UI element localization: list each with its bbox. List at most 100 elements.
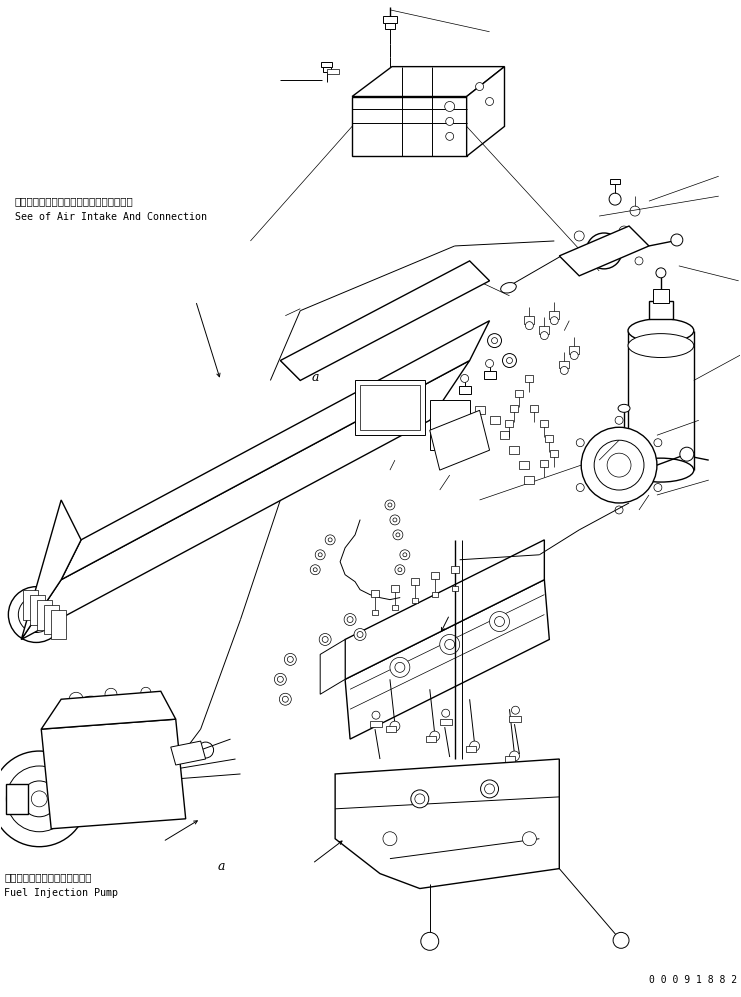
Circle shape: [390, 657, 410, 677]
Circle shape: [418, 296, 428, 306]
Polygon shape: [41, 719, 186, 829]
Bar: [516, 391, 523, 398]
Circle shape: [613, 932, 629, 948]
Polygon shape: [430, 411, 490, 471]
Bar: [465, 746, 476, 752]
Circle shape: [393, 529, 403, 539]
Bar: [328, 69, 339, 74]
Circle shape: [446, 118, 453, 126]
Bar: [452, 585, 458, 590]
Ellipse shape: [501, 282, 516, 293]
Circle shape: [490, 611, 510, 631]
Bar: [51, 609, 66, 639]
Circle shape: [485, 360, 494, 368]
Polygon shape: [21, 499, 81, 639]
Polygon shape: [345, 539, 545, 679]
Circle shape: [609, 193, 621, 205]
Circle shape: [21, 781, 57, 817]
Circle shape: [510, 751, 519, 761]
Circle shape: [654, 484, 662, 492]
Text: 0 0 0 9 1 8 8 2: 0 0 0 9 1 8 8 2: [648, 975, 737, 985]
Circle shape: [383, 831, 397, 845]
Circle shape: [430, 731, 439, 741]
Circle shape: [105, 688, 117, 700]
Polygon shape: [21, 361, 470, 639]
Circle shape: [599, 246, 609, 256]
Circle shape: [560, 367, 568, 375]
Circle shape: [375, 398, 395, 418]
Circle shape: [313, 567, 317, 571]
Circle shape: [635, 257, 643, 265]
Text: a: a: [311, 371, 319, 384]
Circle shape: [274, 673, 286, 685]
Circle shape: [540, 332, 548, 340]
Bar: [383, 16, 397, 23]
Circle shape: [285, 653, 296, 665]
Circle shape: [398, 567, 402, 571]
Circle shape: [507, 358, 513, 364]
Ellipse shape: [308, 438, 325, 448]
Circle shape: [395, 564, 405, 574]
Circle shape: [654, 439, 662, 447]
Circle shape: [576, 439, 584, 447]
Polygon shape: [352, 67, 505, 97]
Circle shape: [481, 780, 499, 798]
Polygon shape: [559, 226, 649, 276]
Circle shape: [461, 375, 468, 383]
Circle shape: [411, 790, 429, 808]
Bar: [355, 381, 425, 436]
Circle shape: [446, 133, 453, 141]
Bar: [610, 179, 620, 184]
Bar: [430, 401, 470, 451]
Circle shape: [485, 784, 494, 794]
Bar: [649, 301, 673, 319]
Circle shape: [357, 631, 363, 637]
Circle shape: [344, 613, 356, 625]
Circle shape: [485, 98, 494, 106]
Circle shape: [445, 102, 455, 112]
Circle shape: [415, 794, 425, 804]
Circle shape: [119, 697, 143, 721]
Bar: [545, 436, 554, 443]
Polygon shape: [352, 97, 467, 157]
Circle shape: [0, 751, 87, 846]
Polygon shape: [280, 261, 490, 381]
Circle shape: [525, 322, 534, 330]
Text: Fuel Injection Pump: Fuel Injection Pump: [4, 887, 119, 898]
Circle shape: [607, 454, 631, 478]
Ellipse shape: [628, 459, 694, 483]
Circle shape: [581, 428, 657, 502]
Bar: [505, 756, 516, 762]
Bar: [411, 577, 419, 584]
Bar: [559, 361, 569, 369]
Bar: [426, 736, 436, 742]
Bar: [370, 721, 382, 727]
Bar: [510, 716, 522, 722]
Circle shape: [671, 234, 682, 246]
Bar: [23, 589, 39, 619]
Circle shape: [494, 616, 505, 626]
Bar: [484, 372, 496, 380]
Ellipse shape: [359, 411, 376, 421]
Ellipse shape: [257, 466, 273, 476]
Bar: [531, 406, 539, 413]
Circle shape: [354, 628, 366, 640]
Circle shape: [277, 676, 283, 682]
Circle shape: [476, 83, 484, 91]
Circle shape: [619, 226, 629, 236]
Circle shape: [462, 426, 473, 436]
Ellipse shape: [156, 519, 171, 529]
Bar: [525, 477, 534, 485]
Bar: [431, 571, 439, 578]
Text: フェルインジェクションポンプ: フェルインジェクションポンプ: [4, 872, 92, 882]
Bar: [7, 784, 28, 814]
Circle shape: [551, 317, 558, 325]
Circle shape: [325, 534, 335, 544]
Circle shape: [347, 616, 353, 622]
Circle shape: [198, 742, 213, 758]
Circle shape: [400, 549, 410, 559]
Bar: [439, 719, 452, 725]
Bar: [323, 67, 331, 72]
Circle shape: [522, 831, 536, 845]
Bar: [549, 311, 559, 319]
